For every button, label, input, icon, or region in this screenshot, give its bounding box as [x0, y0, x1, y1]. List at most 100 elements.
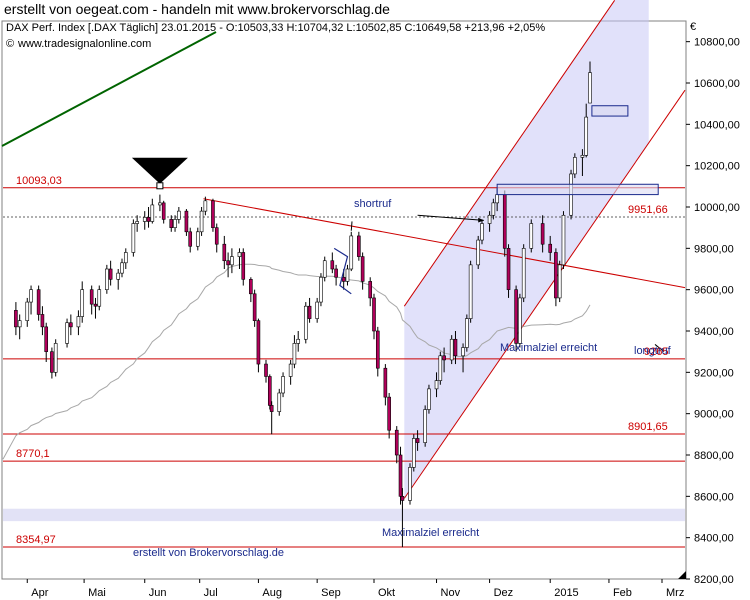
- candle-body: [230, 256, 234, 266]
- candle-body: [135, 221, 139, 224]
- candle-body: [387, 396, 391, 431]
- target-box-upper: [591, 105, 629, 117]
- candle-body: [345, 268, 350, 282]
- candle-body: [554, 252, 558, 299]
- candle-body: [237, 252, 242, 257]
- candle-body: [561, 214, 566, 266]
- candle-body: [334, 268, 338, 278]
- shortruf-pointer: [350, 221, 353, 231]
- x-tick-label: Mai: [88, 587, 106, 599]
- candle-body: [442, 355, 446, 361]
- candle-body: [415, 438, 420, 443]
- candle-body: [65, 322, 69, 344]
- copyright-icon: ©: [6, 38, 14, 50]
- candle-body: [529, 223, 534, 249]
- candle-body: [588, 72, 592, 104]
- candle-body: [146, 217, 151, 222]
- candle-body: [400, 496, 405, 501]
- candle-body: [199, 210, 204, 233]
- candle-body: [53, 343, 58, 373]
- candle-body: [372, 297, 376, 332]
- candle-body: [394, 429, 399, 456]
- y-tick-label: 9200,00: [694, 367, 734, 379]
- candle-body: [161, 202, 166, 220]
- candle-body: [540, 223, 545, 245]
- target-label-2: Maximalziel erreicht: [382, 527, 479, 539]
- candle-body: [465, 318, 469, 348]
- candle-body: [89, 289, 94, 305]
- candle-body: [521, 248, 526, 299]
- candle-body: [80, 289, 85, 317]
- candle-body: [461, 347, 465, 357]
- candle-body: [120, 262, 124, 274]
- y-tick-label: 8200,00: [694, 574, 734, 586]
- y-tick-label: 9800,00: [694, 243, 734, 255]
- candle-body: [44, 326, 49, 352]
- candle-body: [423, 409, 427, 443]
- candle-body: [375, 330, 380, 369]
- x-tick-label: Mrz: [666, 587, 684, 599]
- candle-body: [303, 305, 308, 340]
- level-label: 8354,97: [16, 534, 56, 546]
- y-tick-label: 10000,00: [694, 202, 740, 214]
- candle-body: [449, 338, 454, 361]
- candle-body: [105, 268, 109, 290]
- y-tick-label: 9000,00: [694, 409, 734, 421]
- candle-body: [241, 252, 246, 280]
- candle-body: [330, 260, 335, 270]
- candle-body: [408, 467, 412, 501]
- y-tick-label: 9600,00: [694, 285, 734, 297]
- candle-body: [222, 243, 227, 262]
- candle-body: [252, 293, 257, 321]
- candle-body: [383, 367, 388, 398]
- candle-body: [50, 351, 54, 373]
- x-tick-label: Jun: [149, 587, 167, 599]
- level-label: 9265: [644, 346, 668, 358]
- candle-body: [573, 157, 577, 175]
- candle-body: [267, 376, 272, 406]
- support-band: [3, 508, 685, 522]
- candle-body: [211, 200, 215, 228]
- credit-label: erstellt von Brokervorschlag.de: [133, 547, 284, 559]
- x-tick-label: Apr: [31, 587, 48, 599]
- candle-body: [97, 289, 102, 307]
- candle-body: [495, 194, 499, 204]
- candle-body: [322, 260, 327, 278]
- candle-body: [453, 338, 458, 357]
- y-tick-label: 10600,00: [694, 78, 740, 90]
- candle-body: [173, 219, 177, 228]
- moving-average-line: [2, 263, 591, 460]
- candle-body: [131, 223, 136, 253]
- x-tick-label: Feb: [613, 587, 632, 599]
- flag-pattern: [333, 247, 352, 295]
- candle-body: [514, 289, 518, 344]
- candle-body: [256, 320, 261, 365]
- candle-body: [25, 301, 30, 321]
- longtruf-arrow: [654, 344, 665, 353]
- candle-body: [214, 227, 219, 245]
- candle-body: [195, 231, 200, 247]
- candle-body: [93, 303, 98, 307]
- target-label-1: Maximalziel erreicht: [500, 342, 597, 354]
- x-tick-label: Dez: [494, 587, 514, 599]
- candle-body: [557, 264, 562, 299]
- candle-body: [518, 297, 522, 344]
- y-tick-label: 8800,00: [694, 450, 734, 462]
- candle-body: [108, 268, 113, 280]
- x-tick-label: Jul: [204, 587, 218, 599]
- high-marker-point: [156, 182, 164, 190]
- y-tick-label: 10400,00: [694, 119, 740, 131]
- header-line-2: www.tradesignalonline.com: [17, 38, 151, 50]
- shortruf-arrow-head: [478, 217, 484, 223]
- candle-body: [14, 310, 18, 328]
- candle-body: [116, 272, 121, 280]
- header-line-1: DAX Perf. Index [.DAX Täglich] 23.01.201…: [6, 22, 545, 34]
- candle-body: [277, 392, 282, 412]
- candle-body: [398, 454, 403, 497]
- candle-body: [36, 289, 41, 315]
- resistance-trendline: [203, 198, 686, 289]
- candle-body: [29, 289, 33, 303]
- candle-body: [319, 276, 323, 303]
- channel-lower-line: [403, 89, 686, 499]
